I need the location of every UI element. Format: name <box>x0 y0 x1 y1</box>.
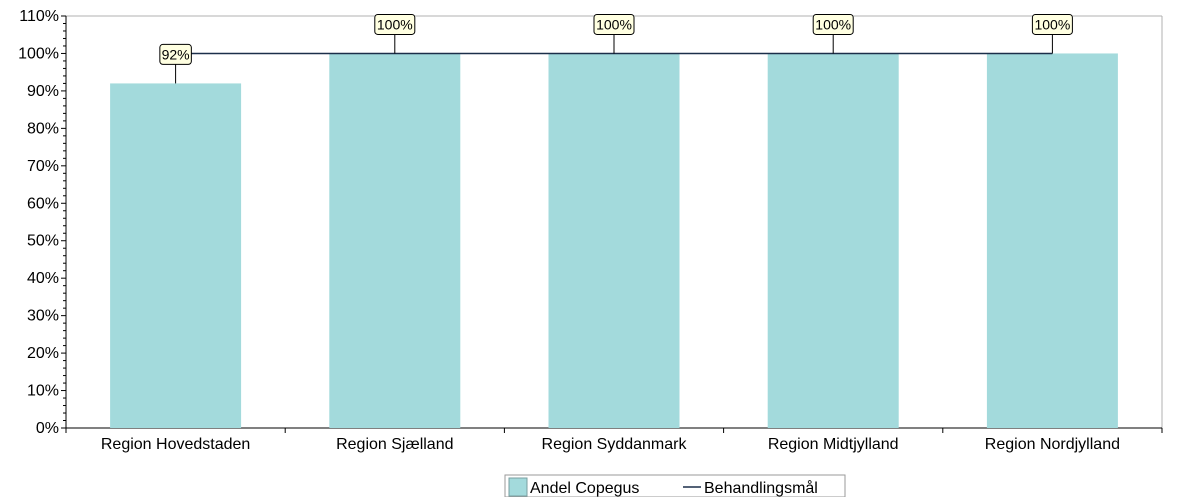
bar <box>110 83 242 428</box>
x-category-label: Region Sjælland <box>336 436 453 453</box>
legend-label-andel-copegus: Andel Copegus <box>530 480 639 497</box>
bar <box>767 53 899 429</box>
y-tick-label: 110% <box>19 8 59 25</box>
y-tick-label: 30% <box>27 308 59 325</box>
data-label: 100% <box>596 16 632 32</box>
y-axis: 0% 10% 20% 30% 40% 50% 60% 70% 80% 90% 100% 110% <box>18 8 67 437</box>
data-label: 100% <box>1034 16 1070 32</box>
y-tick-label: 40% <box>27 270 59 287</box>
legend-swatch-andel-copegus <box>508 477 528 497</box>
x-axis: Region Hovedstaden Region Sjælland Region … <box>65 427 1163 453</box>
x-category-label: Region Syddanmark <box>542 436 688 453</box>
data-label-box <box>159 43 192 65</box>
y-tick-label: 90% <box>27 83 59 100</box>
legend: Andel Copegus Behandlingsmål <box>504 474 846 497</box>
data-label: 100% <box>377 16 413 32</box>
bars-group <box>110 53 1118 429</box>
y-tick-label: 100% <box>18 45 59 62</box>
data-label: 92% <box>162 46 190 62</box>
bar <box>329 53 461 429</box>
data-label-box <box>812 13 854 35</box>
y-tick-label: 0% <box>36 420 59 437</box>
data-label-box <box>374 13 416 35</box>
legend-box <box>504 474 846 497</box>
data-label-box <box>593 13 635 35</box>
y-tick-label: 70% <box>27 158 59 175</box>
y-tick-label: 50% <box>27 233 59 250</box>
y-tick-label: 20% <box>27 345 59 362</box>
y-tick-label: 80% <box>27 120 59 137</box>
x-category-label: Region Hovedstaden <box>101 436 250 453</box>
bar <box>548 53 680 429</box>
data-labels-group: 92% 100% 100% 100% 100% <box>159 13 1073 84</box>
bar <box>986 53 1118 429</box>
data-label: 100% <box>815 16 851 32</box>
y-tick-label: 10% <box>27 383 59 400</box>
y-tick-label: 60% <box>27 195 59 212</box>
data-label-box <box>1031 13 1073 35</box>
legend-label-behandlingsmal: Behandlingsmål <box>704 479 818 497</box>
x-category-label: Region Midtjylland <box>768 436 899 453</box>
x-category-label: Region Nordjylland <box>985 436 1120 453</box>
